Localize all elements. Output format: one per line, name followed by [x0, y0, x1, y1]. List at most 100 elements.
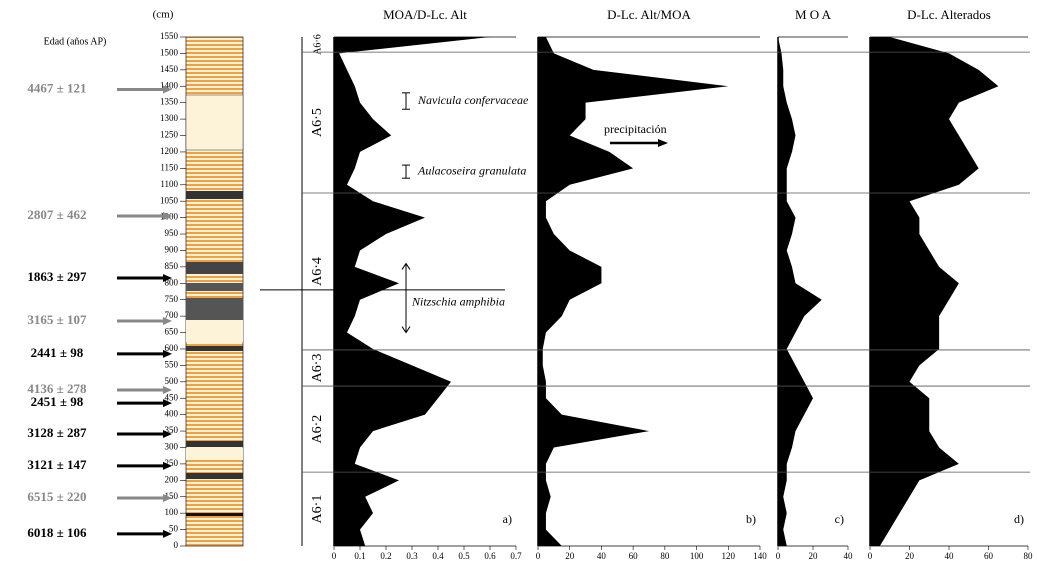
age-arrowhead [163, 529, 172, 538]
age-arrowhead [163, 461, 172, 470]
age-arrowhead [163, 211, 172, 220]
zone-label: A6·3 [310, 354, 325, 383]
y-tick-label: 1350 [160, 97, 179, 107]
x-tick-label: 0.4 [432, 551, 444, 561]
panel-letter: d) [1014, 512, 1024, 526]
y-tick-label: 450 [165, 392, 179, 402]
y-tick-label: 1300 [160, 113, 179, 123]
x-tick-label: 20 [809, 551, 819, 561]
x-tick-label: 120 [722, 551, 736, 561]
x-tick-label: 0.5 [458, 551, 470, 561]
y-tick-label: 200 [165, 474, 179, 484]
lithology-layer [185, 94, 244, 151]
y-tick-label: 1200 [160, 146, 179, 156]
x-tick-label: 140 [753, 551, 767, 561]
age-arrowhead [163, 399, 172, 408]
x-tick-label: 0 [536, 551, 541, 561]
profile-area [538, 37, 729, 546]
arrowhead [401, 326, 411, 334]
y-tick-label: 1550 [160, 31, 179, 41]
y-tick-label: 50 [169, 524, 179, 534]
lithology-layer [186, 441, 243, 447]
y-tick-label: 350 [165, 425, 179, 435]
x-tick-label: 20 [905, 551, 915, 561]
age-label: Edad (años AP) [44, 36, 107, 47]
panel-letter: b) [746, 512, 756, 526]
zone-label: A6·2 [310, 415, 325, 444]
age-label: 6018 ± 106 [27, 525, 87, 540]
y-tick-label: 1450 [160, 64, 179, 74]
profile-area [334, 37, 490, 546]
panel-title: MOA/D-Lc. Alt [383, 7, 467, 22]
taxon-label: Nitzschia amphibia [411, 295, 505, 309]
age-label: 1863 ± 297 [27, 269, 87, 284]
lithology-layer [186, 298, 243, 320]
y-tick-label: 1500 [160, 47, 179, 57]
age-label: 3128 ± 287 [27, 425, 87, 440]
y-tick-label: 250 [165, 458, 179, 468]
panel-title: D-Lc. Alterados [907, 7, 991, 22]
y-tick-label: 100 [165, 507, 179, 517]
x-tick-label: 0.3 [406, 551, 418, 561]
age-label: 2451 ± 98 [31, 394, 84, 409]
note-arrowhead [658, 139, 668, 147]
arrowhead [401, 262, 411, 270]
taxon-label: Aulacoseira granulata [417, 163, 526, 177]
y-tick-label: 1100 [160, 179, 178, 189]
zone-label: A6·6 [312, 34, 323, 55]
x-tick-label: 80 [1024, 551, 1034, 561]
panel-title: D-Lc. Alt/MOA [607, 7, 691, 22]
x-tick-label: 60 [629, 551, 639, 561]
panel-letter: a) [503, 512, 512, 526]
y-axis-label: (cm) [153, 9, 174, 21]
y-tick-label: 1400 [160, 80, 179, 90]
lithology-layer [186, 320, 243, 342]
x-tick-label: 40 [844, 551, 854, 561]
lithology-layer [186, 513, 243, 516]
note: precipitación [604, 122, 667, 136]
x-tick-label: 0.2 [380, 551, 391, 561]
age-arrowhead [163, 349, 172, 358]
x-tick-label: 60 [984, 551, 994, 561]
y-tick-label: 1250 [160, 130, 179, 140]
x-tick-label: 0 [776, 551, 781, 561]
age-arrowhead [163, 317, 172, 326]
age-label: 2441 ± 98 [31, 345, 84, 360]
x-tick-label: 40 [597, 551, 607, 561]
age-arrowhead [163, 274, 172, 283]
x-tick-label: 0.1 [354, 551, 365, 561]
lithology-layer [186, 448, 243, 460]
y-tick-label: 650 [165, 327, 179, 337]
x-tick-label: 0 [332, 551, 337, 561]
x-tick-label: 40 [945, 551, 955, 561]
y-tick-label: 700 [165, 310, 179, 320]
x-tick-label: 0.7 [510, 551, 522, 561]
panel-title: M O A [795, 7, 832, 22]
profile-area [778, 37, 822, 546]
y-tick-label: 800 [165, 277, 179, 287]
zone-label: A6·1 [310, 495, 325, 524]
age-label: 3121 ± 147 [27, 457, 87, 472]
x-tick-label: 80 [660, 551, 670, 561]
lithology-layer [186, 191, 243, 199]
y-tick-label: 150 [165, 491, 179, 501]
x-tick-label: 100 [690, 551, 704, 561]
y-tick-label: 900 [165, 245, 179, 255]
lithology-layer [186, 346, 243, 351]
x-tick-label: 0.6 [484, 551, 496, 561]
y-tick-label: 0 [174, 540, 179, 550]
age-arrowhead [163, 386, 172, 395]
age-arrowhead [163, 494, 172, 503]
y-tick-label: 550 [165, 359, 179, 369]
age-label: 6515 ± 220 [27, 489, 86, 504]
y-tick-label: 1150 [160, 162, 178, 172]
x-tick-label: 20 [565, 551, 575, 561]
panel-letter: c) [835, 512, 844, 526]
age-label: 2807 ± 462 [27, 207, 86, 222]
taxon-label: Navicula confervaceae [417, 93, 529, 107]
y-tick-label: 750 [165, 294, 179, 304]
age-label: 3165 ± 107 [27, 312, 87, 327]
lithology-layer [186, 283, 243, 291]
y-tick-label: 300 [165, 442, 179, 452]
